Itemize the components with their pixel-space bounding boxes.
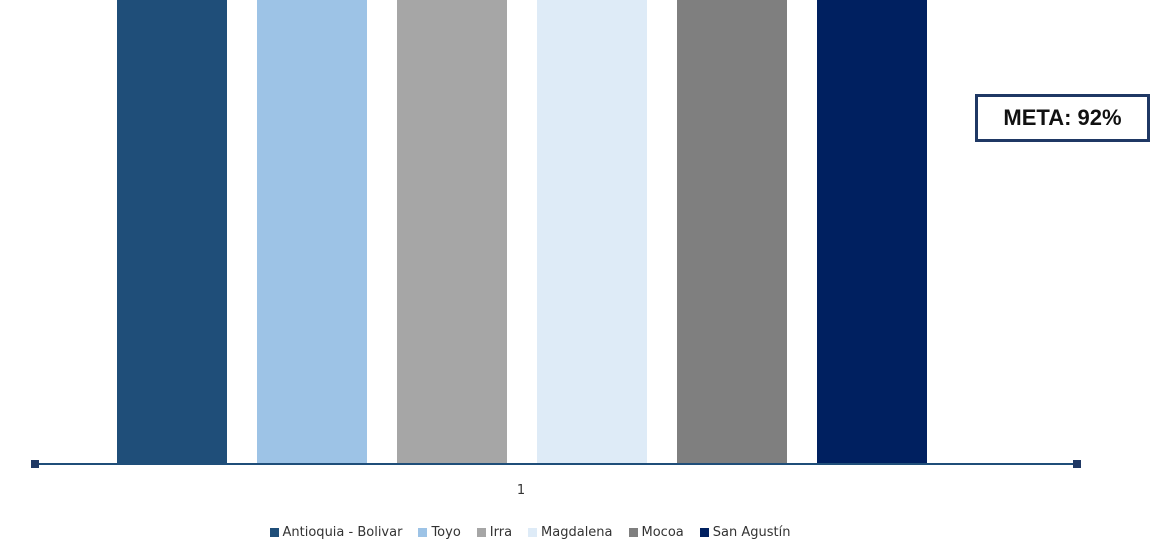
target-annotation-label: META: 92%	[1003, 105, 1122, 130]
legend-item-toyo: Toyo	[418, 525, 461, 540]
bar-san-agusti-n	[817, 0, 927, 464]
legend-swatch	[528, 528, 538, 537]
bar-antioquia-bolivar	[117, 0, 227, 464]
legend-item-magdalena: Magdalena	[528, 525, 613, 540]
chart-legend: Antioquia - Bolivar Toyo Irra Magdalena Moco…	[0, 525, 1060, 540]
legend-swatch	[699, 528, 709, 537]
legend-swatch	[418, 528, 428, 537]
x-axis-category-label: 1	[517, 483, 525, 498]
legend-item-mocoa: Mocoa	[628, 525, 684, 540]
bar-magdalena	[537, 0, 647, 464]
legend-swatch	[628, 528, 638, 537]
legend-label: Antioquia - Bolivar	[282, 525, 403, 540]
legend-swatch	[269, 528, 279, 537]
legend-item-irra: Irra	[476, 525, 513, 540]
bar-mocoa	[677, 0, 787, 463]
x-axis-end-marker	[1073, 460, 1081, 468]
x-axis-start-marker	[31, 460, 39, 468]
legend-item-san-agusti-n: San Agustín	[699, 525, 791, 540]
legend-label: San Agustín	[712, 525, 791, 540]
legend-label: Irra	[489, 525, 513, 540]
bar-irra	[397, 0, 507, 463]
legend-label: Magdalena	[541, 525, 613, 540]
bars-group	[117, 0, 927, 464]
target-annotation-box: META: 92%	[975, 94, 1150, 142]
bar-toyo	[257, 0, 367, 463]
legend-label: Mocoa	[641, 525, 684, 540]
legend-swatch	[476, 528, 486, 537]
legend-item-antioquia-bolivar: Antioquia - Bolivar	[269, 525, 403, 540]
legend-label: Toyo	[431, 525, 461, 540]
